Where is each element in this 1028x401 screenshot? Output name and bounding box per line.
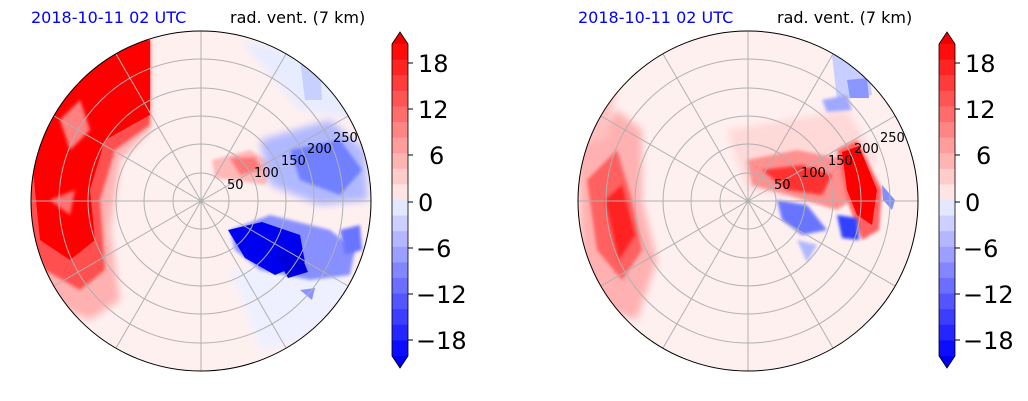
colorbar-level <box>392 324 408 341</box>
colorbar-level <box>939 106 955 123</box>
colorbar-level <box>939 44 955 61</box>
colorbar: 18 12 6 0 −6 −12 −18 <box>391 31 467 369</box>
radial-tick: 200 <box>854 142 879 157</box>
radial-tick: 150 <box>281 154 306 169</box>
colorbar-tick-label: 0 <box>965 189 980 217</box>
colorbar-level <box>939 293 955 310</box>
colorbar-level <box>939 246 955 263</box>
colorbar-level <box>392 168 408 185</box>
colorbar: 18 12 6 0 −6 −12 −18 <box>938 31 1014 369</box>
colorbar-level <box>392 44 408 61</box>
colorbar-level <box>939 200 955 217</box>
colorbar-tick-label: −6 <box>416 235 451 263</box>
colorbar-level <box>939 137 955 154</box>
plot-boundary <box>577 30 919 372</box>
colorbar-level <box>392 309 408 326</box>
panel-right: 2018-10-11 02 UTC rad. vent. (7 km) <box>547 0 1028 401</box>
panel-left: 2018-10-11 02 UTC rad. vent. (7 km) <box>0 0 500 401</box>
colorbar-ticks: 18 12 6 0 −6 −12 −18 <box>408 50 467 355</box>
azimuth-lines <box>578 31 918 371</box>
colorbar-level <box>392 278 408 295</box>
colorbar-tick-label: −12 <box>416 281 467 309</box>
colorbar-tick-label: −18 <box>416 327 467 355</box>
colorbar-levels <box>939 44 955 357</box>
colorbar-level <box>939 122 955 139</box>
colorbar-level <box>392 75 408 92</box>
radial-tick: 200 <box>307 142 332 157</box>
colorbar-level <box>939 168 955 185</box>
colorbar-level <box>939 75 955 92</box>
colorbar-tick-label: 12 <box>418 96 449 124</box>
colorbar-tick-label: 18 <box>418 50 449 78</box>
colorbar-level <box>392 215 408 232</box>
colorbar-level <box>939 215 955 232</box>
colorbar-level <box>392 184 408 201</box>
field-title: rad. vent. (7 km) <box>230 8 366 27</box>
azimuth-lines <box>31 31 371 371</box>
colorbar-tick-label: −6 <box>963 235 998 263</box>
colorbar-tick-label: −12 <box>963 281 1014 309</box>
radial-tick: 150 <box>828 154 853 169</box>
time-title: 2018-10-11 02 UTC <box>31 8 187 27</box>
colorbar-level <box>392 200 408 217</box>
colorbar-level <box>392 59 408 76</box>
colorbar-level <box>392 246 408 263</box>
colorbar-level <box>939 153 955 170</box>
radial-tick: 50 <box>227 178 244 193</box>
colorbar-level <box>939 309 955 326</box>
field-title: rad. vent. (7 km) <box>777 8 913 27</box>
colorbar-level <box>392 262 408 279</box>
colorbar-tick-label: 6 <box>429 142 444 170</box>
colorbar-level <box>392 231 408 248</box>
colorbar-extend-bottom <box>392 356 408 368</box>
colorbar-level <box>392 106 408 123</box>
colorbar-level <box>392 137 408 154</box>
radial-tick-labels: 50 100 150 200 250 <box>227 131 358 193</box>
colorbar-level <box>392 90 408 107</box>
colorbar-ticks: 18 12 6 0 −6 −12 −18 <box>955 50 1014 355</box>
colorbar-level <box>939 340 955 357</box>
radial-tick: 100 <box>801 166 826 181</box>
colorbar-extend-top <box>939 32 955 44</box>
radial-tick: 250 <box>333 131 358 146</box>
colorbar-levels <box>392 44 408 357</box>
radial-tick: 250 <box>880 131 905 146</box>
colorbar-level <box>939 184 955 201</box>
colorbar-tick-label: 12 <box>965 96 996 124</box>
radial-tick-labels: 50 100 150 200 250 <box>774 131 905 193</box>
polar-plot: 50 100 150 200 250 18 12 6 0 <box>30 30 467 372</box>
colorbar-tick-label: −18 <box>963 327 1014 355</box>
colorbar-level <box>392 122 408 139</box>
colorbar-level <box>392 153 408 170</box>
colorbar-level <box>939 231 955 248</box>
colorbar-level <box>939 90 955 107</box>
colorbar-level <box>939 262 955 279</box>
colorbar-tick-label: 6 <box>976 142 991 170</box>
plot-boundary <box>30 30 372 372</box>
colorbar-level <box>939 324 955 341</box>
colorbar-tick-label: 0 <box>418 189 433 217</box>
colorbar-tick-label: 18 <box>965 50 996 78</box>
radial-tick: 50 <box>774 178 791 193</box>
colorbar-extend-top <box>392 32 408 44</box>
colorbar-level <box>939 278 955 295</box>
polar-plot: 50 100 150 200 250 18 12 6 0 <box>577 30 1014 372</box>
colorbar-extend-bottom <box>939 356 955 368</box>
field-shading <box>31 31 371 371</box>
colorbar-level <box>939 59 955 76</box>
colorbar-level <box>392 293 408 310</box>
colorbar-level <box>392 340 408 357</box>
radial-tick: 100 <box>254 166 279 181</box>
time-title: 2018-10-11 02 UTC <box>578 8 734 27</box>
